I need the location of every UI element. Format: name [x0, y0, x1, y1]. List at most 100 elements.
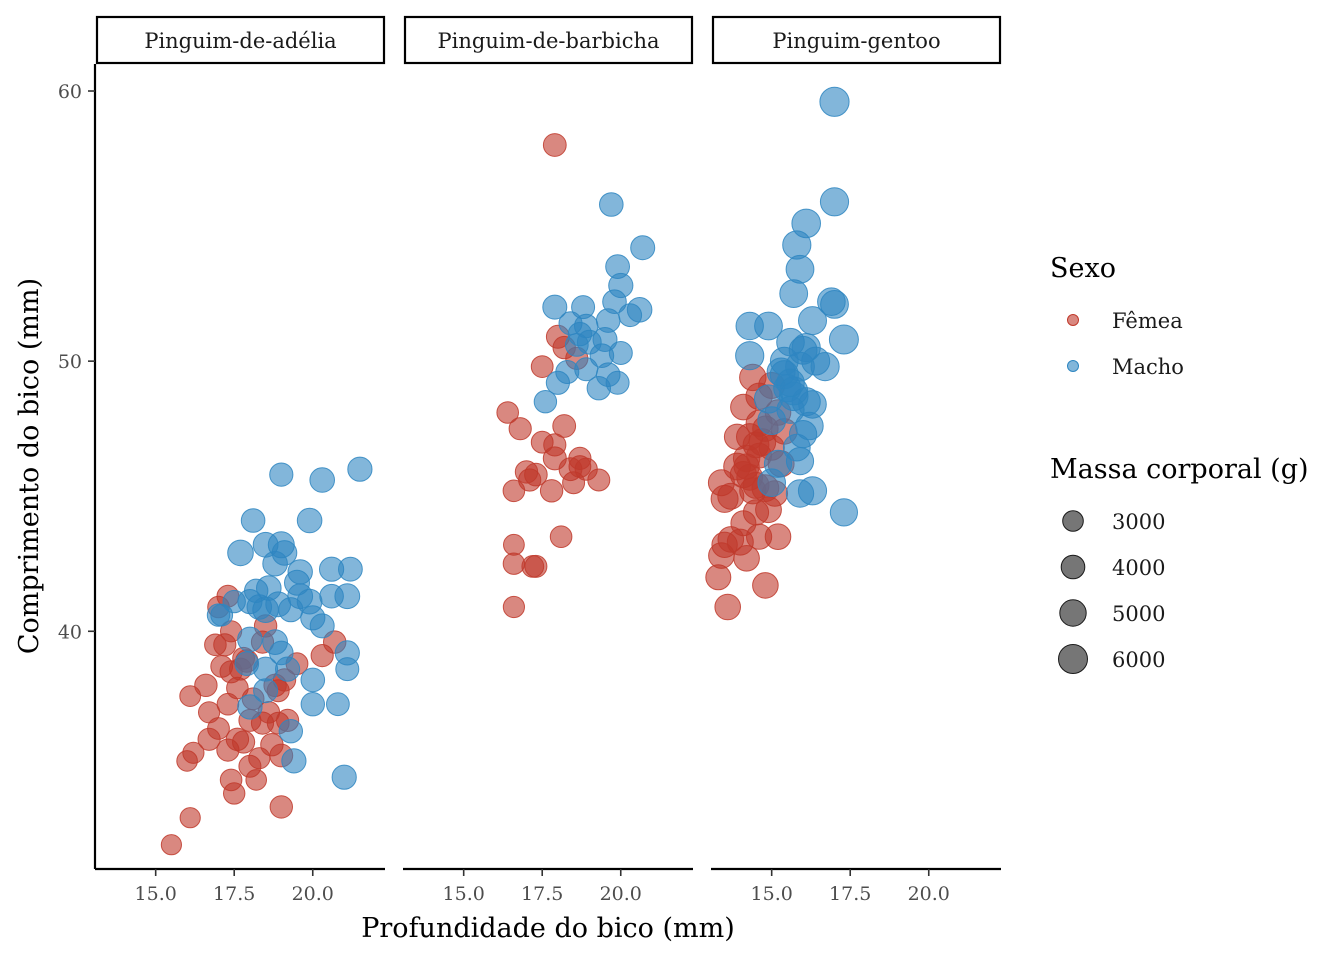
data-point — [714, 593, 742, 621]
data-point — [338, 556, 363, 582]
data-point — [530, 355, 554, 379]
data-point — [160, 834, 182, 856]
data-point — [496, 401, 520, 424]
size-legend-title: Massa corporal (g) — [1050, 454, 1309, 485]
data-point — [742, 499, 770, 526]
data-point — [735, 341, 765, 371]
y-axis-title: Comprimento do bico (mm) — [14, 278, 45, 654]
data-point — [533, 390, 558, 414]
data-point — [223, 782, 246, 805]
data-point — [227, 539, 254, 567]
data-point — [829, 498, 859, 527]
data-point — [539, 479, 564, 503]
data-point — [549, 525, 573, 549]
data-point — [194, 673, 218, 697]
y-tick-label: 50 — [58, 351, 82, 373]
data-point — [542, 294, 568, 320]
data-point — [788, 335, 818, 365]
size-legend-label: 4000 — [1112, 556, 1165, 580]
data-point — [508, 417, 532, 441]
data-point — [278, 719, 303, 744]
data-point — [705, 564, 732, 591]
data-point — [810, 352, 840, 382]
data-point — [707, 469, 735, 497]
data-point — [574, 357, 599, 382]
size-legend-key — [1059, 599, 1087, 627]
data-point — [237, 694, 263, 720]
data-point — [568, 455, 592, 478]
series-femea — [705, 363, 798, 621]
data-point — [222, 589, 246, 614]
x-tick-label: 15.0 — [751, 883, 793, 905]
data-point — [275, 656, 301, 682]
data-point — [502, 595, 526, 619]
data-point — [782, 230, 812, 260]
data-point — [326, 692, 350, 717]
data-point — [757, 468, 787, 498]
data-point — [503, 533, 525, 556]
data-point — [245, 769, 268, 791]
data-point — [502, 479, 526, 503]
facet-panel: Pinguim-de-adélia 15.0 17.5 20.0 — [95, 15, 386, 905]
data-point — [347, 456, 373, 482]
data-point — [618, 303, 643, 328]
data-point — [545, 370, 571, 395]
x-tick-label: 17.5 — [213, 883, 255, 905]
data-point — [334, 583, 361, 610]
data-point — [798, 306, 827, 336]
data-point — [232, 730, 256, 754]
data-point — [309, 467, 336, 493]
data-point — [198, 701, 221, 724]
data-point — [281, 748, 307, 774]
data-point — [789, 420, 818, 449]
size-legend-entries: 3000 4000 5000 6000 — [1058, 510, 1165, 674]
data-point — [179, 685, 202, 707]
data-point — [502, 552, 526, 575]
data-point — [182, 741, 205, 764]
data-point — [828, 324, 859, 355]
data-point — [552, 414, 577, 438]
data-point — [253, 678, 279, 704]
facet-strip — [711, 15, 1002, 65]
color-legend-label: Fêmea — [1112, 309, 1183, 333]
data-point — [269, 795, 293, 819]
color-legend-title: Sexo — [1050, 253, 1116, 284]
x-tick-label: 20.0 — [908, 883, 950, 905]
y-tick-label: 40 — [58, 621, 82, 643]
data-point — [733, 545, 760, 572]
data-point — [518, 468, 542, 492]
color-legend-key — [1067, 314, 1079, 326]
data-point — [309, 613, 335, 639]
data-point — [819, 187, 850, 217]
data-point — [735, 311, 764, 341]
color-legend-entries: Fêmea Macho — [1067, 309, 1184, 379]
x-tick-label: 20.0 — [600, 883, 642, 905]
data-point — [296, 507, 323, 534]
facet-strip-label: Pinguim-gentoo — [772, 29, 940, 53]
legend: Sexo Fêmea Macho Massa corporal (g) 3000 4… — [1050, 253, 1309, 674]
size-legend-label: 3000 — [1112, 510, 1165, 534]
data-point — [331, 764, 357, 790]
data-point — [764, 523, 792, 551]
data-point — [244, 578, 269, 603]
data-point — [278, 597, 304, 623]
data-point — [797, 476, 828, 506]
data-point — [271, 540, 298, 566]
facet-strip — [95, 15, 386, 65]
series-macho — [206, 456, 373, 790]
data-point — [587, 468, 611, 492]
data-point — [599, 192, 624, 217]
data-point — [284, 569, 310, 596]
facet-strip — [403, 15, 694, 65]
data-point — [776, 368, 805, 398]
x-tick-label: 15.0 — [135, 883, 177, 905]
x-tick-label: 20.0 — [292, 883, 334, 905]
size-legend-label: 5000 — [1112, 602, 1165, 626]
data-point — [567, 321, 593, 347]
size-legend-key — [1060, 554, 1086, 580]
axes-layer: 40 50 60 — [58, 64, 97, 869]
facet-panel: Pinguim-de-barbicha 15.0 17.5 20.0 — [403, 15, 694, 905]
data-point — [757, 406, 787, 436]
